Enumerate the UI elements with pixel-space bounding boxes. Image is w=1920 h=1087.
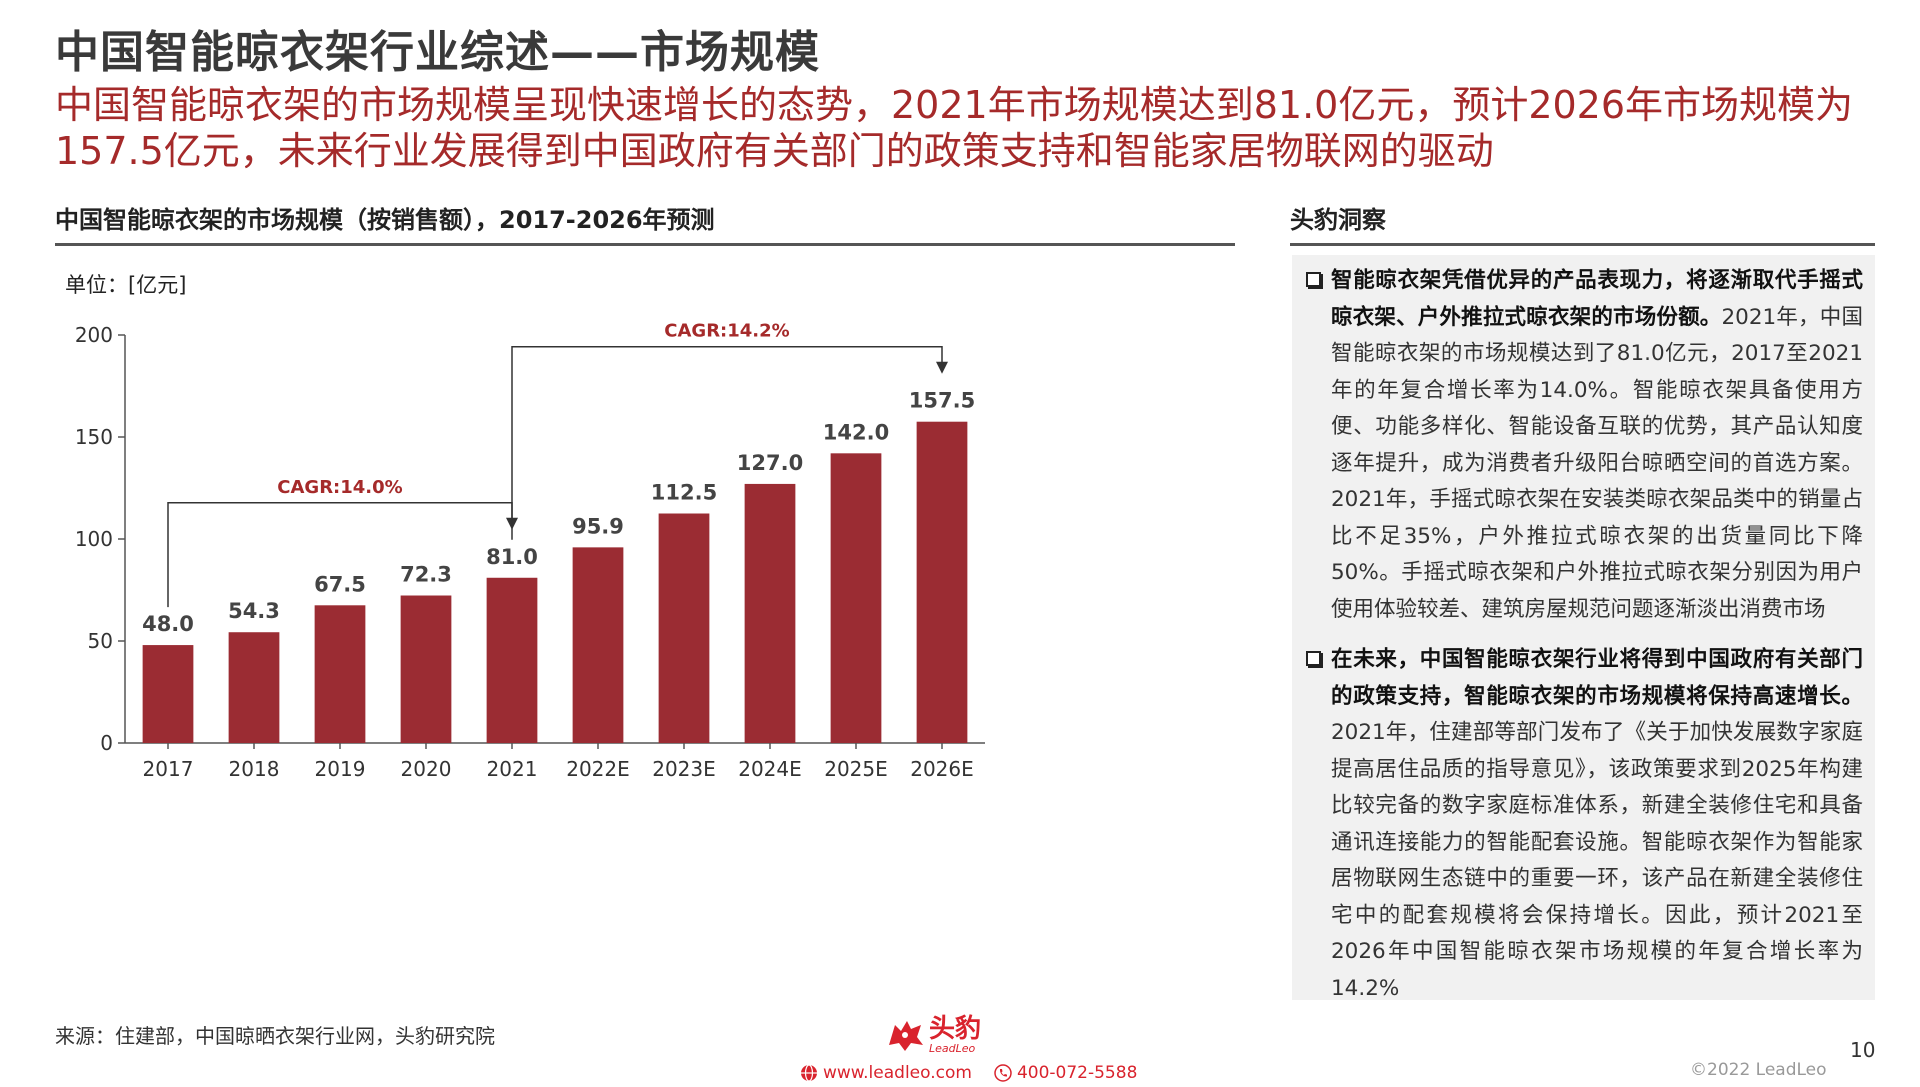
bar-value-label: 157.5 bbox=[909, 389, 975, 413]
bar-value-label: 54.3 bbox=[228, 599, 280, 623]
page-number: 10 bbox=[1850, 1038, 1876, 1062]
x-tick-label: 2018 bbox=[229, 757, 280, 781]
insight-section-title: 头豹洞察 bbox=[1290, 206, 1386, 234]
x-tick-label: 2026E bbox=[910, 757, 974, 781]
chart-section-title: 中国智能晾衣架的市场规模（按销售额），2017-2026年预测 bbox=[55, 206, 715, 234]
checkbox-bullet-icon bbox=[1306, 651, 1321, 666]
market-size-bar-chart: 单位：[亿元] 0 50 100 150 200 48.0 2017 54.3 2018 67.5… bbox=[65, 273, 985, 781]
bar-value-label: 112.5 bbox=[651, 481, 717, 505]
bar-value-label: 67.5 bbox=[314, 572, 366, 596]
bar bbox=[916, 421, 968, 743]
contact-bar: www.leadleo.com 400-072-5588 bbox=[800, 1063, 1137, 1083]
bar bbox=[830, 453, 882, 743]
insight-body: 2021年，中国智能晾衣架的市场规模达到了81.0亿元，2017至2021年的年… bbox=[1331, 304, 1863, 622]
website-link[interactable]: www.leadleo.com bbox=[823, 1063, 972, 1083]
y-tick-label: 150 bbox=[75, 425, 113, 449]
source-note: 来源：住建部，中国晾晒衣架行业网，头豹研究院 bbox=[55, 1024, 495, 1048]
leopard-logo-icon bbox=[889, 1021, 923, 1051]
bar bbox=[658, 513, 710, 743]
page-title: 中国智能晾衣架行业综述——市场规模 bbox=[55, 27, 820, 78]
phone-icon bbox=[994, 1064, 1012, 1082]
insight-section-divider bbox=[1290, 243, 1875, 246]
y-tick-label: 100 bbox=[75, 527, 113, 551]
insight-text: 在未来，中国智能晾衣架行业将得到中国政府有关部门的政策支持，智能晾衣架的市场规模… bbox=[1331, 642, 1863, 1007]
bar-value-label: 95.9 bbox=[572, 514, 624, 538]
logo-wordmark: 头豹 bbox=[929, 1014, 982, 1044]
x-tick-label: 2020 bbox=[401, 757, 452, 781]
x-tick-label: 2019 bbox=[315, 757, 366, 781]
bar-value-label: 48.0 bbox=[142, 612, 194, 636]
insight-item: 智能晾衣架凭借优异的产品表现力，将逐渐取代手摇式晾衣架、户外推拉式晾衣架的市场份… bbox=[1306, 263, 1863, 628]
x-tick-label: 2022E bbox=[566, 757, 630, 781]
bar bbox=[314, 605, 366, 743]
x-tick-label: 2023E bbox=[652, 757, 716, 781]
insight-item: 在未来，中国智能晾衣架行业将得到中国政府有关部门的政策支持，智能晾衣架的市场规模… bbox=[1306, 642, 1863, 1007]
y-tick-label: 50 bbox=[88, 629, 113, 653]
x-tick-label: 2017 bbox=[143, 757, 194, 781]
bar bbox=[228, 632, 280, 743]
bar bbox=[486, 577, 538, 743]
insight-body: 2021年，住建部等部门发布了《关于加快发展数字家庭 提高居住品质的指导意见》，… bbox=[1331, 720, 1863, 1001]
cagr-label: CAGR:14.2% bbox=[664, 321, 789, 342]
insight-text: 智能晾衣架凭借优异的产品表现力，将逐渐取代手摇式晾衣架、户外推拉式晾衣架的市场份… bbox=[1331, 263, 1863, 628]
checkbox-bullet-icon bbox=[1306, 272, 1321, 287]
chart-plot-area: 0 50 100 150 200 48.0 2017 54.3 2018 67.5 2019 72.3… bbox=[75, 321, 985, 781]
globe-icon bbox=[801, 1064, 817, 1082]
bar bbox=[142, 645, 194, 743]
y-tick-label: 200 bbox=[75, 323, 113, 347]
insight-headline: 智能晾衣架凭借优异的产品表现力，将逐渐取代手摇式晾衣架、户外推拉式晾衣架的市场份… bbox=[1331, 268, 1863, 330]
x-tick-label: 2021 bbox=[487, 757, 538, 781]
logo-wordmark-en: LeadLeo bbox=[929, 1042, 976, 1055]
insight-headline: 在未来，中国智能晾衣架行业将得到中国政府有关部门的政策支持，智能晾衣架的市场规模… bbox=[1331, 647, 1863, 709]
bar bbox=[744, 483, 796, 743]
bar-value-label: 72.3 bbox=[400, 563, 452, 587]
page-subtitle: 中国智能晾衣架的市场规模呈现快速增长的态势，2021年市场规模达到81.0亿元，… bbox=[55, 83, 1854, 173]
bar-value-label: 142.0 bbox=[823, 420, 889, 444]
cagr-arrow-head bbox=[936, 361, 948, 374]
cagr-bracket-line bbox=[511, 345, 943, 540]
copyright-notice: ©2022 LeadLeo bbox=[1690, 1060, 1827, 1080]
phone-number: 400-072-5588 bbox=[1016, 1063, 1138, 1083]
bar bbox=[572, 547, 624, 743]
chart-section-divider bbox=[55, 243, 1235, 246]
chart-unit-label: 单位：[亿元] bbox=[65, 273, 186, 297]
leadleo-logo: 头豹 LeadLeo bbox=[885, 1015, 981, 1055]
bar-value-label: 127.0 bbox=[737, 451, 803, 475]
x-tick-label: 2025E bbox=[824, 757, 888, 781]
cagr-label: CAGR:14.0% bbox=[277, 477, 402, 498]
bar bbox=[400, 595, 452, 743]
bar-value-label: 81.0 bbox=[486, 545, 538, 569]
x-tick-label: 2024E bbox=[738, 757, 802, 781]
insight-panel: 智能晾衣架凭借优异的产品表现力，将逐渐取代手摇式晾衣架、户外推拉式晾衣架的市场份… bbox=[1292, 255, 1875, 1001]
y-tick-label: 0 bbox=[100, 731, 113, 755]
